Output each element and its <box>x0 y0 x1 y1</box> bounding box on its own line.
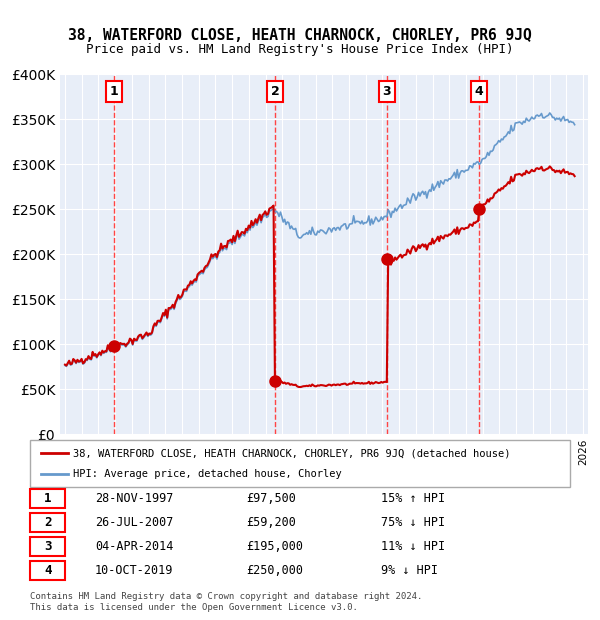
Text: 38, WATERFORD CLOSE, HEATH CHARNOCK, CHORLEY, PR6 9JQ (detached house): 38, WATERFORD CLOSE, HEATH CHARNOCK, CHO… <box>73 448 511 458</box>
Text: HPI: Average price, detached house, Chorley: HPI: Average price, detached house, Chor… <box>73 469 342 479</box>
Text: £59,200: £59,200 <box>246 516 296 529</box>
Text: 11% ↓ HPI: 11% ↓ HPI <box>381 540 445 553</box>
Text: 4: 4 <box>44 564 52 577</box>
Text: 04-APR-2014: 04-APR-2014 <box>95 540 173 553</box>
FancyBboxPatch shape <box>30 513 65 532</box>
Text: 15% ↑ HPI: 15% ↑ HPI <box>381 492 445 505</box>
Text: Contains HM Land Registry data © Crown copyright and database right 2024.
This d: Contains HM Land Registry data © Crown c… <box>30 592 422 611</box>
Text: 3: 3 <box>383 85 391 98</box>
Text: 2: 2 <box>271 85 279 98</box>
Text: 1: 1 <box>44 492 52 505</box>
FancyBboxPatch shape <box>30 489 65 508</box>
FancyBboxPatch shape <box>30 440 570 487</box>
Text: 3: 3 <box>44 540 52 553</box>
FancyBboxPatch shape <box>30 562 65 580</box>
Text: £195,000: £195,000 <box>246 540 303 553</box>
Text: 26-JUL-2007: 26-JUL-2007 <box>95 516 173 529</box>
Text: Price paid vs. HM Land Registry's House Price Index (HPI): Price paid vs. HM Land Registry's House … <box>86 43 514 56</box>
FancyBboxPatch shape <box>30 538 65 556</box>
Text: 2: 2 <box>44 516 52 529</box>
Text: 9% ↓ HPI: 9% ↓ HPI <box>381 564 438 577</box>
Text: 75% ↓ HPI: 75% ↓ HPI <box>381 516 445 529</box>
Text: 10-OCT-2019: 10-OCT-2019 <box>95 564 173 577</box>
Text: 4: 4 <box>475 85 484 98</box>
Text: £250,000: £250,000 <box>246 564 303 577</box>
Text: 1: 1 <box>109 85 118 98</box>
Text: £97,500: £97,500 <box>246 492 296 505</box>
Text: 38, WATERFORD CLOSE, HEATH CHARNOCK, CHORLEY, PR6 9JQ: 38, WATERFORD CLOSE, HEATH CHARNOCK, CHO… <box>68 28 532 43</box>
Text: 28-NOV-1997: 28-NOV-1997 <box>95 492 173 505</box>
